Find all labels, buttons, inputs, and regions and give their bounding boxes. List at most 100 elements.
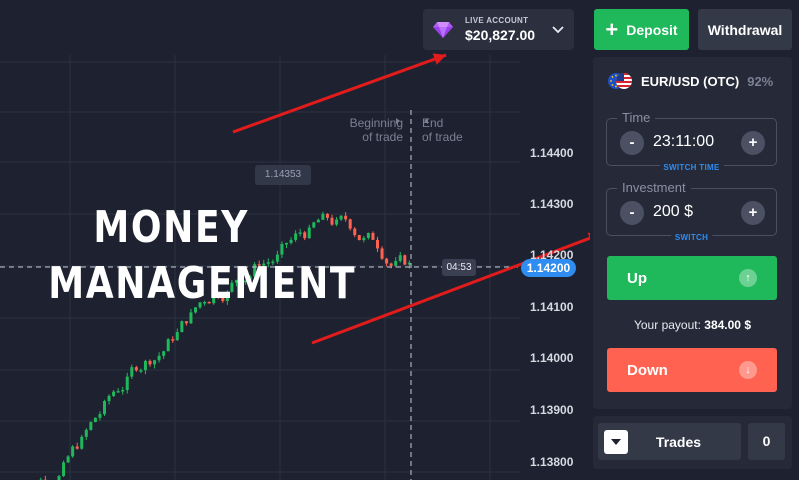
asset-name: EUR/USD (OTC): [641, 73, 740, 89]
candle-body: [89, 422, 93, 430]
candle-body: [148, 360, 152, 365]
candle-body: [325, 213, 329, 218]
candle-body: [371, 232, 375, 240]
price-tick: 1.14400: [530, 146, 574, 160]
candle-body: [71, 446, 75, 457]
deposit-button[interactable]: + Deposit: [594, 9, 689, 50]
candle-body: [166, 339, 170, 352]
candle-body: [153, 360, 157, 365]
money-management-title: MONEY MANAGEMENT: [40, 200, 354, 312]
withdrawal-button[interactable]: Withdrawal: [698, 9, 792, 50]
red-arrow-icon: [232, 53, 447, 134]
candlestick-chart[interactable]: [0, 0, 590, 480]
candle-body: [116, 391, 120, 393]
candle-body: [330, 217, 334, 225]
candle-body: [139, 370, 143, 372]
price-chart[interactable]: 1.14400 1.14300 1.14200 1.14100 1.14000 …: [0, 0, 590, 480]
candle-body: [194, 307, 197, 313]
down-button[interactable]: Down ↓: [607, 348, 777, 392]
asset-payout-percent: 92%: [747, 73, 774, 89]
candle-body: [230, 282, 234, 292]
candle-body: [171, 339, 175, 341]
price-tick: 1.14000: [530, 351, 574, 365]
eur-usd-flag-icon: [608, 73, 632, 89]
caret-down-icon: [604, 429, 628, 454]
investment-increase-button[interactable]: +: [741, 201, 765, 225]
candle-body: [130, 367, 134, 377]
asset-selector[interactable]: EUR/USD (OTC) 92%: [607, 71, 782, 91]
trades-button[interactable]: Trades: [598, 423, 741, 460]
candle-body: [362, 237, 366, 241]
deposit-label: Deposit: [626, 21, 678, 38]
time-legend: Time: [617, 110, 656, 125]
withdrawal-label: Withdrawal: [707, 21, 783, 38]
candle-body: [257, 264, 261, 266]
candle-body: [180, 321, 184, 333]
candle-body: [93, 417, 97, 423]
high-price-badge: 1.14353: [255, 165, 311, 185]
price-tick: 1.13900: [530, 403, 574, 417]
candle-body: [339, 215, 343, 220]
candle-body: [321, 213, 325, 220]
candle-body: [121, 389, 125, 392]
payout-label: Your payout:: [633, 318, 701, 332]
candle-body: [143, 360, 147, 371]
investment-field[interactable]: Investment - 200 $ + SWITCH: [606, 180, 777, 242]
candle-body: [112, 391, 116, 396]
candle-body: [248, 276, 252, 281]
candle-body: [312, 222, 316, 228]
payout-info: Your payout: 384.00 $: [593, 318, 792, 332]
price-tick: 1.14300: [530, 197, 574, 211]
switch-investment-link[interactable]: SWITCH: [670, 233, 713, 242]
candle-body: [175, 332, 179, 341]
end-label-line2: of trade: [422, 130, 463, 144]
candle-body: [398, 255, 402, 262]
candle-body: [357, 235, 361, 241]
arrow-down-icon: ↓: [739, 361, 757, 379]
trade-panel: EUR/USD (OTC) 92% Time - 23:11:00 + SWIT…: [593, 57, 792, 409]
candle-body: [253, 264, 257, 277]
candle-body: [376, 239, 379, 249]
end-label-line1: End: [422, 116, 444, 130]
play-marker-icon: [396, 118, 400, 124]
candle-body: [285, 242, 288, 245]
candle-body: [403, 255, 407, 265]
time-field[interactable]: Time - 23:11:00 + SWITCH TIME: [606, 110, 777, 172]
candle-body: [275, 254, 279, 262]
payout-value: 384.00 $: [704, 318, 751, 332]
candle-body: [266, 262, 270, 264]
candle-body: [189, 312, 193, 324]
price-tick: 1.14200: [530, 248, 574, 262]
beginning-label-line2: of trade: [362, 130, 403, 144]
current-price-badge: 1.14200: [521, 259, 576, 277]
time-decrease-button[interactable]: -: [620, 131, 644, 155]
time-increase-button[interactable]: +: [741, 131, 765, 155]
candle-body: [353, 228, 357, 236]
candle-body: [280, 243, 284, 255]
candle-body: [80, 436, 84, 449]
trades-count: 0: [748, 423, 785, 460]
investment-decrease-button[interactable]: -: [620, 201, 644, 225]
arrow-shaft: [232, 53, 447, 134]
candle-body: [212, 295, 216, 304]
time-value[interactable]: 23:11:00: [653, 133, 715, 150]
arrow-head: [432, 53, 446, 65]
candle-body: [289, 239, 293, 243]
candle-body: [294, 233, 298, 240]
arrow-up-icon: ↑: [739, 269, 757, 287]
chevron-down-icon: [552, 25, 564, 33]
candle-body: [380, 248, 384, 259]
candle-body: [316, 219, 320, 223]
switch-time-link[interactable]: SWITCH TIME: [659, 163, 724, 172]
candle-body: [225, 291, 229, 302]
candle-body: [303, 232, 307, 239]
trades-label: Trades: [655, 433, 702, 450]
price-tick: 1.13800: [530, 455, 574, 469]
candle-body: [134, 367, 138, 371]
investment-value[interactable]: 200 $: [653, 203, 694, 220]
account-selector[interactable]: LIVE ACCOUNT $20,827.00: [423, 9, 574, 50]
end-of-trade-label: End of trade: [422, 116, 472, 144]
up-button[interactable]: Up ↑: [607, 256, 777, 300]
account-balance: $20,827.00: [465, 27, 536, 43]
candle-body: [157, 355, 161, 361]
